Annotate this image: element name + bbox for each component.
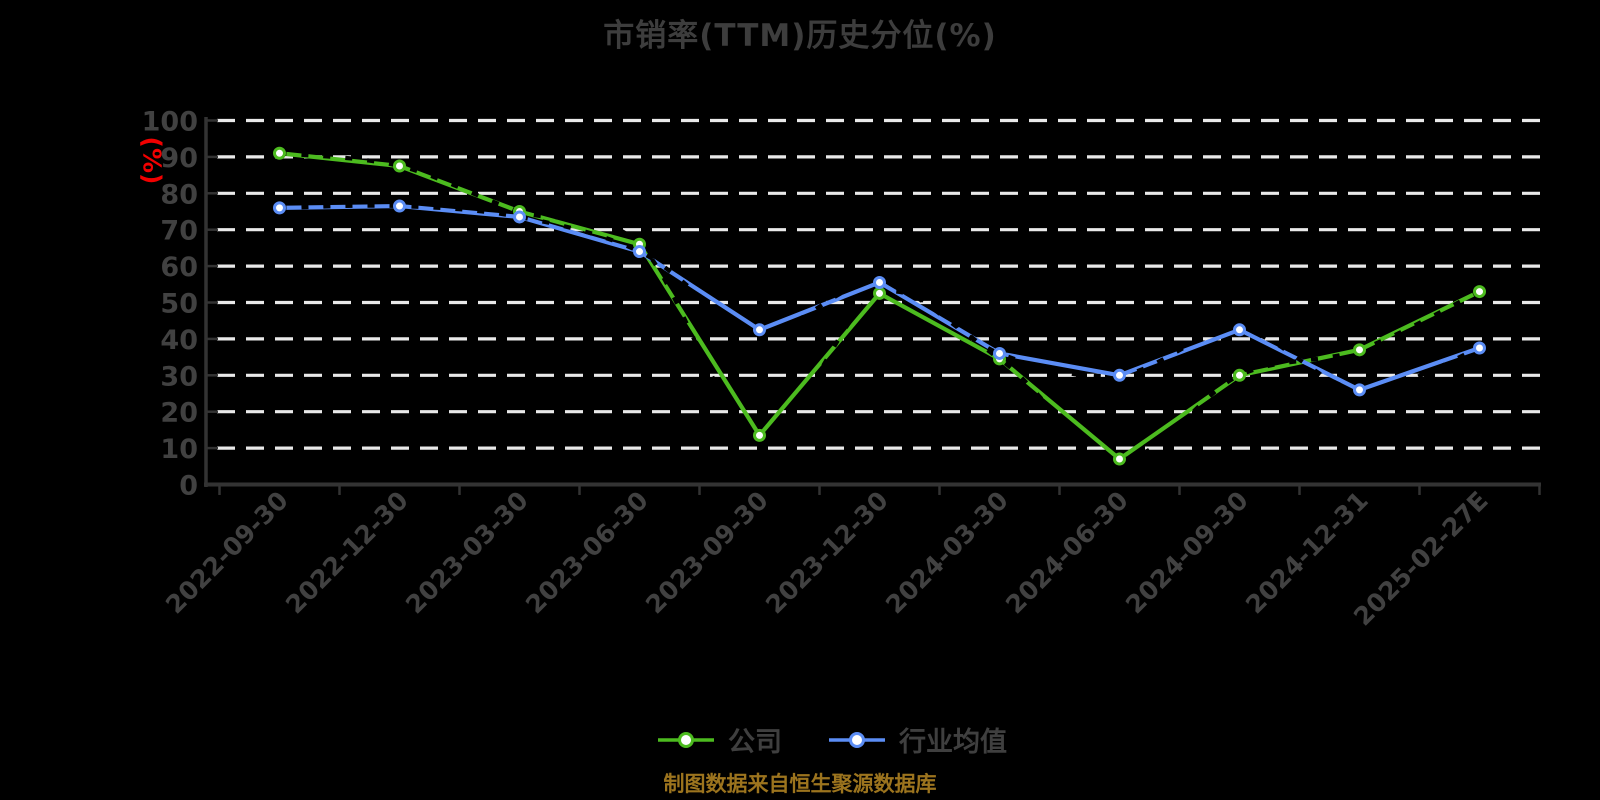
company-data-point-marker: [1233, 368, 1246, 382]
legend-label-industry: 行业均值: [899, 727, 1007, 758]
industry-data-point-marker: [273, 201, 286, 215]
industry-data-point-marker: [1353, 383, 1366, 397]
industry-series-marker-icon: [829, 731, 885, 748]
x-tick-label: 2022-09-30: [160, 486, 294, 620]
industry-data-point-marker: [393, 199, 406, 213]
legend-entry-industry: 行业均值: [828, 720, 1007, 759]
y-tick-label: 100: [142, 107, 198, 138]
y-tick-label: 0: [179, 471, 198, 502]
y-tick-label: 30: [160, 361, 198, 392]
x-tick-label: 2023-06-30: [520, 486, 654, 620]
y-tick-label: 80: [160, 179, 198, 210]
industry-data-point-marker: [633, 245, 646, 259]
x-tick-label: 2024-09-30: [1120, 486, 1254, 620]
industry-data-point-marker: [1473, 341, 1486, 355]
x-tick-label: 2023-12-30: [760, 486, 894, 620]
x-tick-label: 2024-12-31: [1240, 486, 1374, 620]
company-data-point-marker: [273, 146, 286, 160]
y-tick-label: 50: [160, 289, 198, 320]
y-tick-label: 90: [160, 143, 198, 174]
company-series-marker-icon: [658, 731, 714, 748]
company-data-point-marker: [753, 428, 766, 442]
company-data-point-marker: [393, 159, 406, 173]
x-tick-label: 2023-03-30: [400, 486, 534, 620]
y-tick-label: 10: [160, 434, 198, 465]
industry-data-point-marker: [753, 323, 766, 337]
industry-data-point-marker: [993, 346, 1006, 360]
company-data-point-marker: [1353, 343, 1366, 357]
chart-title: 市销率(TTM)历史分位(%): [603, 18, 997, 54]
industry-data-point-marker: [1233, 323, 1246, 337]
industry-data-point-marker: [513, 210, 526, 224]
data-source-note: 制图数据来自恒生聚源数据库: [663, 772, 937, 796]
legend-label-company: 公司: [728, 727, 782, 758]
legend-entry-company: 公司: [657, 720, 782, 759]
industry-data-point-marker: [1113, 368, 1126, 382]
y-tick-label: 70: [160, 216, 198, 247]
x-tick-label: 2024-03-30: [880, 486, 1014, 620]
y-tick-label: 20: [160, 398, 198, 429]
x-tick-label: 2023-09-30: [640, 486, 774, 620]
chart-legend: 公司 行业均值: [0, 720, 1600, 759]
y-tick-label: 60: [160, 252, 198, 283]
company-data-point-marker: [873, 286, 886, 300]
x-tick-label: 2024-06-30: [1000, 486, 1134, 620]
y-tick-label: 40: [160, 325, 198, 356]
company-data-point-marker: [1473, 285, 1486, 299]
company-data-point-marker: [1113, 452, 1126, 466]
industry-data-point-marker: [873, 275, 886, 289]
x-tick-label: 2022-12-30: [280, 486, 414, 620]
